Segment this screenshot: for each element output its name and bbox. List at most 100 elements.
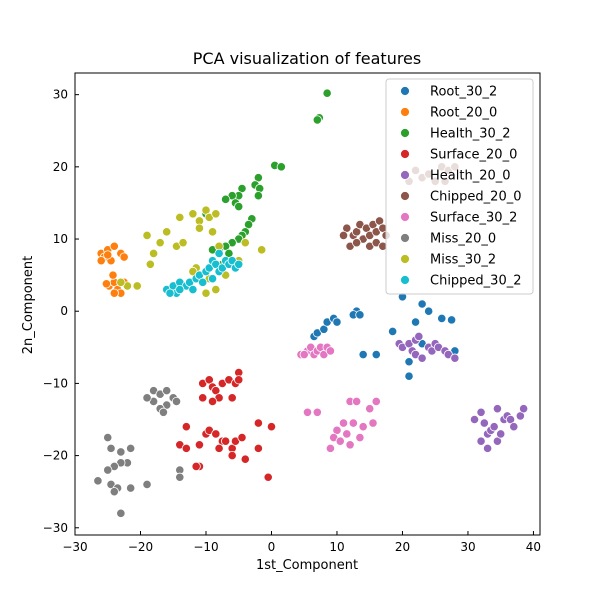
legend-marker [400,212,410,222]
data-point [253,418,263,428]
data-point [414,331,424,342]
x-tick-label: 10 [329,540,344,554]
data-point [165,288,175,298]
series-Surface_30_2 [296,342,381,453]
x-tick-label: 0 [268,540,276,554]
data-point [214,443,224,453]
data-point [371,349,381,360]
legend-marker [400,254,410,264]
data-point [109,241,119,251]
series-Root_30_2 [309,292,460,381]
data-point [198,277,208,287]
legend-label: Root_20_0 [430,106,497,121]
data-point [96,256,106,266]
data-point [312,407,322,417]
series-Health_20_0 [394,331,529,453]
data-point [365,404,375,414]
data-point [162,386,172,396]
legend-marker [400,275,410,285]
data-point [519,404,529,414]
data-point [116,447,126,457]
data-point [352,238,362,248]
series-Surface_20_0 [175,367,277,482]
data-point [175,284,185,295]
legend-item: Health_20_0 [400,169,511,184]
legend-label: Chipped_20_0 [430,190,522,205]
data-point [257,245,267,255]
data-point [234,259,244,269]
data-point [201,288,211,298]
data-point [446,315,457,325]
data-point [188,209,198,219]
data-point [424,306,434,316]
data-point [221,436,231,446]
data-point [237,432,247,443]
x-tick-label: 40 [526,540,541,554]
data-point [148,248,159,259]
x-tick-label: −20 [128,540,153,554]
data-point [207,274,218,284]
x-axis-label: 1st_Component [256,558,358,573]
data-point [221,194,231,204]
x-tick-label: 30 [460,540,475,554]
y-tick-label: 0 [60,304,68,318]
data-point [476,407,486,417]
data-point [358,349,368,360]
data-point [191,461,201,472]
data-point [302,407,313,417]
legend-item: Chipped_30_2 [400,274,522,289]
data-point [476,436,486,446]
x-tick-label: 20 [395,540,410,554]
data-point [103,432,113,443]
data-point [371,396,381,407]
data-point [155,238,165,248]
legend-item: Health_30_2 [400,127,511,142]
x-tick-label: −10 [193,540,218,554]
data-point [211,284,221,295]
data-point [240,238,250,248]
data-point [253,191,263,201]
data-point [126,443,136,453]
data-point [116,277,126,287]
data-point [207,396,218,407]
data-point [175,212,185,222]
data-point [342,429,352,439]
data-point [178,238,188,248]
data-point [119,252,129,262]
data-point [142,479,152,490]
data-point [352,396,362,407]
data-point [338,230,349,241]
data-point [142,393,152,403]
y-axis-ticks: −30 −20 −10 0 10 20 30 [43,88,79,535]
legend-marker [400,149,410,159]
data-point [509,422,519,432]
data-point [332,317,342,327]
legend-label: Health_30_2 [430,127,511,142]
data-point [181,422,191,432]
x-tick-label: −30 [62,540,87,554]
series-Miss_20_0 [93,386,185,518]
data-point [234,375,244,385]
legend-item: Miss_30_2 [400,253,496,268]
data-point [132,281,142,291]
data-point [335,436,345,446]
data-point [299,349,309,360]
data-point [492,404,503,414]
data-point [417,353,427,363]
data-point [116,508,126,518]
legend-marker [400,86,410,96]
legend: Root_30_2 Root_20_0 Health_30_2 Surface_20_… [385,78,534,295]
data-point [158,407,169,417]
data-point [325,443,336,453]
data-point [437,313,447,324]
data-point [234,201,244,212]
data-point [101,279,112,289]
data-point [338,418,349,428]
legend-marker [400,191,410,201]
data-point [417,299,427,309]
data-point [175,472,185,482]
data-point [388,326,398,337]
data-point [253,443,263,453]
chart-title: PCA visualization of features [193,49,421,68]
